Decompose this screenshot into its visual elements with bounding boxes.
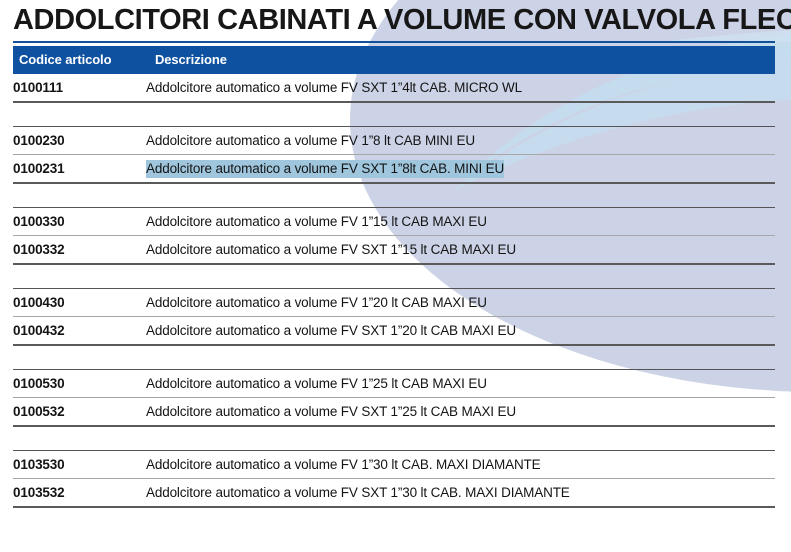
table-row[interactable]: 0100430 Addolcitore automatico a volume F… <box>13 288 775 317</box>
spacer-cell <box>13 102 775 127</box>
cell-descrizione: Addolcitore automatico a volume FV SXT 1… <box>146 397 775 427</box>
cell-codice-articolo: 0100430 <box>13 288 146 317</box>
table-header-row: Codice articolo Descrizione <box>13 46 775 74</box>
selected-text-highlight: Addolcitore automatico a volume FV SXT 1… <box>146 160 505 178</box>
table-row[interactable]: 0100111 Addolcitore automatico a volume F… <box>13 74 775 103</box>
table-group-spacer <box>13 183 775 208</box>
table-header: Codice articolo Descrizione <box>13 46 775 74</box>
cell-codice-articolo: 0100330 <box>13 207 146 236</box>
cell-descrizione: Addolcitore automatico a volume FV 1”25 … <box>146 369 775 398</box>
cell-descrizione: Addolcitore automatico a volume FV SXT 1… <box>146 74 775 103</box>
table-group-spacer <box>13 426 775 451</box>
cell-descrizione: Addolcitore automatico a volume FV SXT 1… <box>146 316 775 346</box>
table-row[interactable]: 0103530 Addolcitore automatico a volume F… <box>13 450 775 479</box>
cell-codice-articolo: 0103530 <box>13 450 146 479</box>
spacer-cell <box>13 264 775 289</box>
table-body: 0100111 Addolcitore automatico a volume F… <box>13 74 775 508</box>
table-row[interactable]: 0100330 Addolcitore automatico a volume F… <box>13 207 775 236</box>
cell-codice-articolo: 0100532 <box>13 397 146 427</box>
cell-codice-articolo: 0100230 <box>13 126 146 155</box>
table-row[interactable]: 0100530 Addolcitore automatico a volume F… <box>13 369 775 398</box>
cell-codice-articolo: 0100530 <box>13 369 146 398</box>
spacer-cell <box>13 426 775 451</box>
cell-descrizione: Addolcitore automatico a volume FV SXT 1… <box>146 478 775 508</box>
cell-codice-articolo: 0100332 <box>13 235 146 265</box>
spacer-cell <box>13 345 775 370</box>
table-row[interactable]: 0100432 Addolcitore automatico a volume F… <box>13 316 775 346</box>
spacer-cell <box>13 183 775 208</box>
title-block: ADDOLCITORI CABINATI A VOLUME CON VALVOL… <box>0 0 791 44</box>
table-row-selected[interactable]: 0100231 Addolcitore automatico a volume F… <box>13 154 775 184</box>
table-row[interactable]: 0103532 Addolcitore automatico a volume F… <box>13 478 775 508</box>
cell-codice-articolo: 0103532 <box>13 478 146 508</box>
table-group-spacer <box>13 102 775 127</box>
cell-codice-articolo: 0100111 <box>13 74 146 103</box>
table-row[interactable]: 0100532 Addolcitore automatico a volume F… <box>13 397 775 427</box>
table-group-spacer <box>13 264 775 289</box>
cell-descrizione: Addolcitore automatico a volume FV 1”30 … <box>146 450 775 479</box>
cell-codice-articolo: 0100231 <box>13 154 146 184</box>
column-header-codice-articolo: Codice articolo <box>13 46 146 74</box>
cell-descrizione: Addolcitore automatico a volume FV SXT 1… <box>146 154 775 184</box>
cell-descrizione: Addolcitore automatico a volume FV 1”15 … <box>146 207 775 236</box>
table-row[interactable]: 0100230 Addolcitore automatico a volume F… <box>13 126 775 155</box>
page-title: ADDOLCITORI CABINATI A VOLUME CON VALVOL… <box>13 4 791 36</box>
title-underline-rule <box>13 41 775 43</box>
product-table: Codice articolo Descrizione 0100111 Addol… <box>13 46 775 508</box>
table-group-spacer <box>13 345 775 370</box>
cell-descrizione: Addolcitore automatico a volume FV SXT 1… <box>146 235 775 265</box>
cell-descrizione: Addolcitore automatico a volume FV 1”8 l… <box>146 126 775 155</box>
column-header-descrizione: Descrizione <box>146 46 775 74</box>
cell-descrizione: Addolcitore automatico a volume FV 1”20 … <box>146 288 775 317</box>
cell-codice-articolo: 0100432 <box>13 316 146 346</box>
table-row[interactable]: 0100332 Addolcitore automatico a volume F… <box>13 235 775 265</box>
